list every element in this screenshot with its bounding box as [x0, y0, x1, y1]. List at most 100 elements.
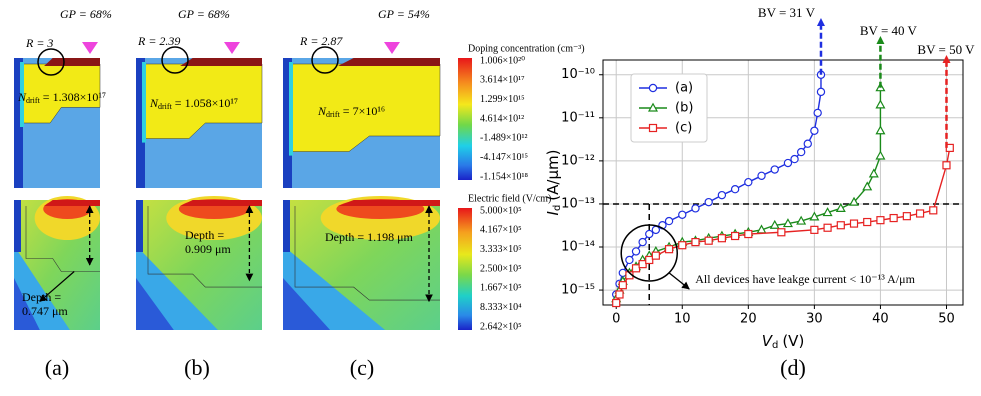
data-point — [664, 245, 674, 254]
data-point — [875, 125, 886, 135]
gate-cap — [180, 200, 262, 206]
y-axis-label: Id (A/μm) — [544, 150, 564, 216]
colorbar-label: -1.489×10¹² — [480, 133, 527, 144]
colorbar-label: 3.614×10¹⁷ — [480, 75, 525, 86]
junction-line — [147, 206, 262, 288]
gp-marker — [384, 42, 400, 54]
gp-marker — [82, 42, 98, 54]
data-point — [782, 218, 793, 228]
y-label-unit: (A/μm) — [544, 150, 562, 201]
x-tick-label: 20 — [740, 312, 757, 327]
x-tick-label: 50 — [938, 312, 955, 327]
data-point — [678, 210, 687, 219]
breakdown-label: BV = 31 V — [758, 5, 816, 20]
gate-cap — [337, 58, 440, 66]
edge-cyan — [20, 62, 24, 127]
colorbar-label: 5.000×10⁵ — [480, 205, 522, 216]
data-point — [810, 225, 819, 234]
data-point — [803, 139, 812, 148]
data-point — [875, 150, 886, 160]
data-point — [645, 229, 654, 239]
callout-circle — [620, 224, 678, 282]
data-point — [876, 216, 885, 225]
data-point — [638, 260, 647, 269]
data-point — [615, 290, 624, 299]
colorbar-title: Doping concentration (cm⁻³) — [468, 43, 585, 54]
data-point — [823, 223, 832, 232]
data-point — [757, 171, 766, 181]
plot-frame — [602, 59, 964, 306]
panel-label: (b) — [184, 355, 210, 380]
edge-cyan — [289, 62, 293, 156]
x-tick-label: 0 — [612, 312, 620, 327]
breakdown-arrowhead — [942, 55, 951, 63]
data-point — [929, 206, 938, 215]
x-tick-label: 10 — [674, 312, 691, 327]
data-point — [717, 234, 726, 243]
data-point — [796, 215, 807, 225]
colorbar-label: 3.333×10⁵ — [480, 244, 522, 255]
depth-label: Depth = — [22, 290, 61, 304]
breakdown-arrowhead — [816, 18, 825, 26]
edge — [14, 58, 23, 188]
legend-marker — [648, 83, 658, 93]
x-tick-label: 40 — [872, 312, 889, 327]
data-point — [862, 181, 873, 191]
x-axis-label: Vd (V) — [762, 332, 805, 352]
low-field-deep — [136, 278, 174, 330]
edge-cyan — [142, 62, 146, 143]
radius-circle — [161, 46, 189, 74]
colorbar-label: 4.167×10⁵ — [480, 225, 522, 236]
ndrift-label: Ndrift = 1.058×10¹⁷ — [149, 96, 238, 111]
data-point — [612, 298, 621, 308]
data-point — [863, 217, 872, 227]
data-point — [848, 196, 860, 206]
low-field-deep — [14, 278, 40, 330]
gp-label: GP = 68% — [60, 7, 112, 21]
data-point — [625, 255, 634, 265]
data-point — [631, 247, 641, 256]
data-point — [664, 216, 674, 226]
gp-label: GP = 54% — [378, 7, 430, 21]
data-point — [836, 221, 845, 230]
colorbar-title: Electric field (V/cm) — [468, 193, 551, 204]
legend-label: (b) — [675, 101, 693, 116]
data-point — [638, 237, 647, 247]
colorbar-label: -1.154×10¹⁸ — [480, 171, 528, 182]
ndrift-value: = 1.308×10¹⁷ — [43, 90, 106, 104]
radius-label: R = 3 — [25, 36, 53, 50]
ndrift-subscript: drift — [326, 110, 341, 119]
x-tick-label: 30 — [806, 312, 823, 327]
colorbar-label: 1.006×10²⁰ — [480, 55, 525, 66]
colorbar-label: 8.333×10⁴ — [480, 302, 522, 313]
y-tick-label: 10⁻¹⁵ — [561, 283, 595, 298]
data-point — [631, 264, 641, 273]
y-tick-label: 10⁻¹⁴ — [561, 240, 595, 255]
ndrift-subscript: drift — [26, 96, 41, 105]
data-point — [770, 165, 779, 174]
data-point — [618, 281, 627, 290]
y-tick-label: 10⁻¹⁰ — [561, 67, 595, 82]
data-point — [796, 147, 806, 157]
panel-label: (a) — [45, 355, 69, 380]
data-point — [691, 204, 700, 213]
gate-cap — [337, 200, 440, 206]
ndrift-subscript: drift — [158, 102, 173, 111]
junction-line — [294, 206, 440, 301]
data-point — [691, 237, 700, 247]
data-point — [835, 202, 846, 212]
colorbar-label: 2.642×10⁵ — [480, 321, 522, 332]
ndrift-symbol: N — [149, 96, 159, 110]
low-field-deep — [283, 278, 331, 330]
ndrift-value: = 7×10¹⁶ — [343, 104, 385, 118]
depth-label: 0.909 μm — [185, 242, 231, 256]
data-point — [822, 207, 833, 217]
y-tick-label: 10⁻¹² — [561, 153, 595, 168]
legend-marker — [648, 123, 658, 133]
x-label-unit: (V) — [782, 332, 804, 350]
breakdown-label: BV = 40 V — [860, 23, 918, 38]
radius-label: R = 2.39 — [137, 34, 180, 48]
data-point — [704, 236, 713, 245]
